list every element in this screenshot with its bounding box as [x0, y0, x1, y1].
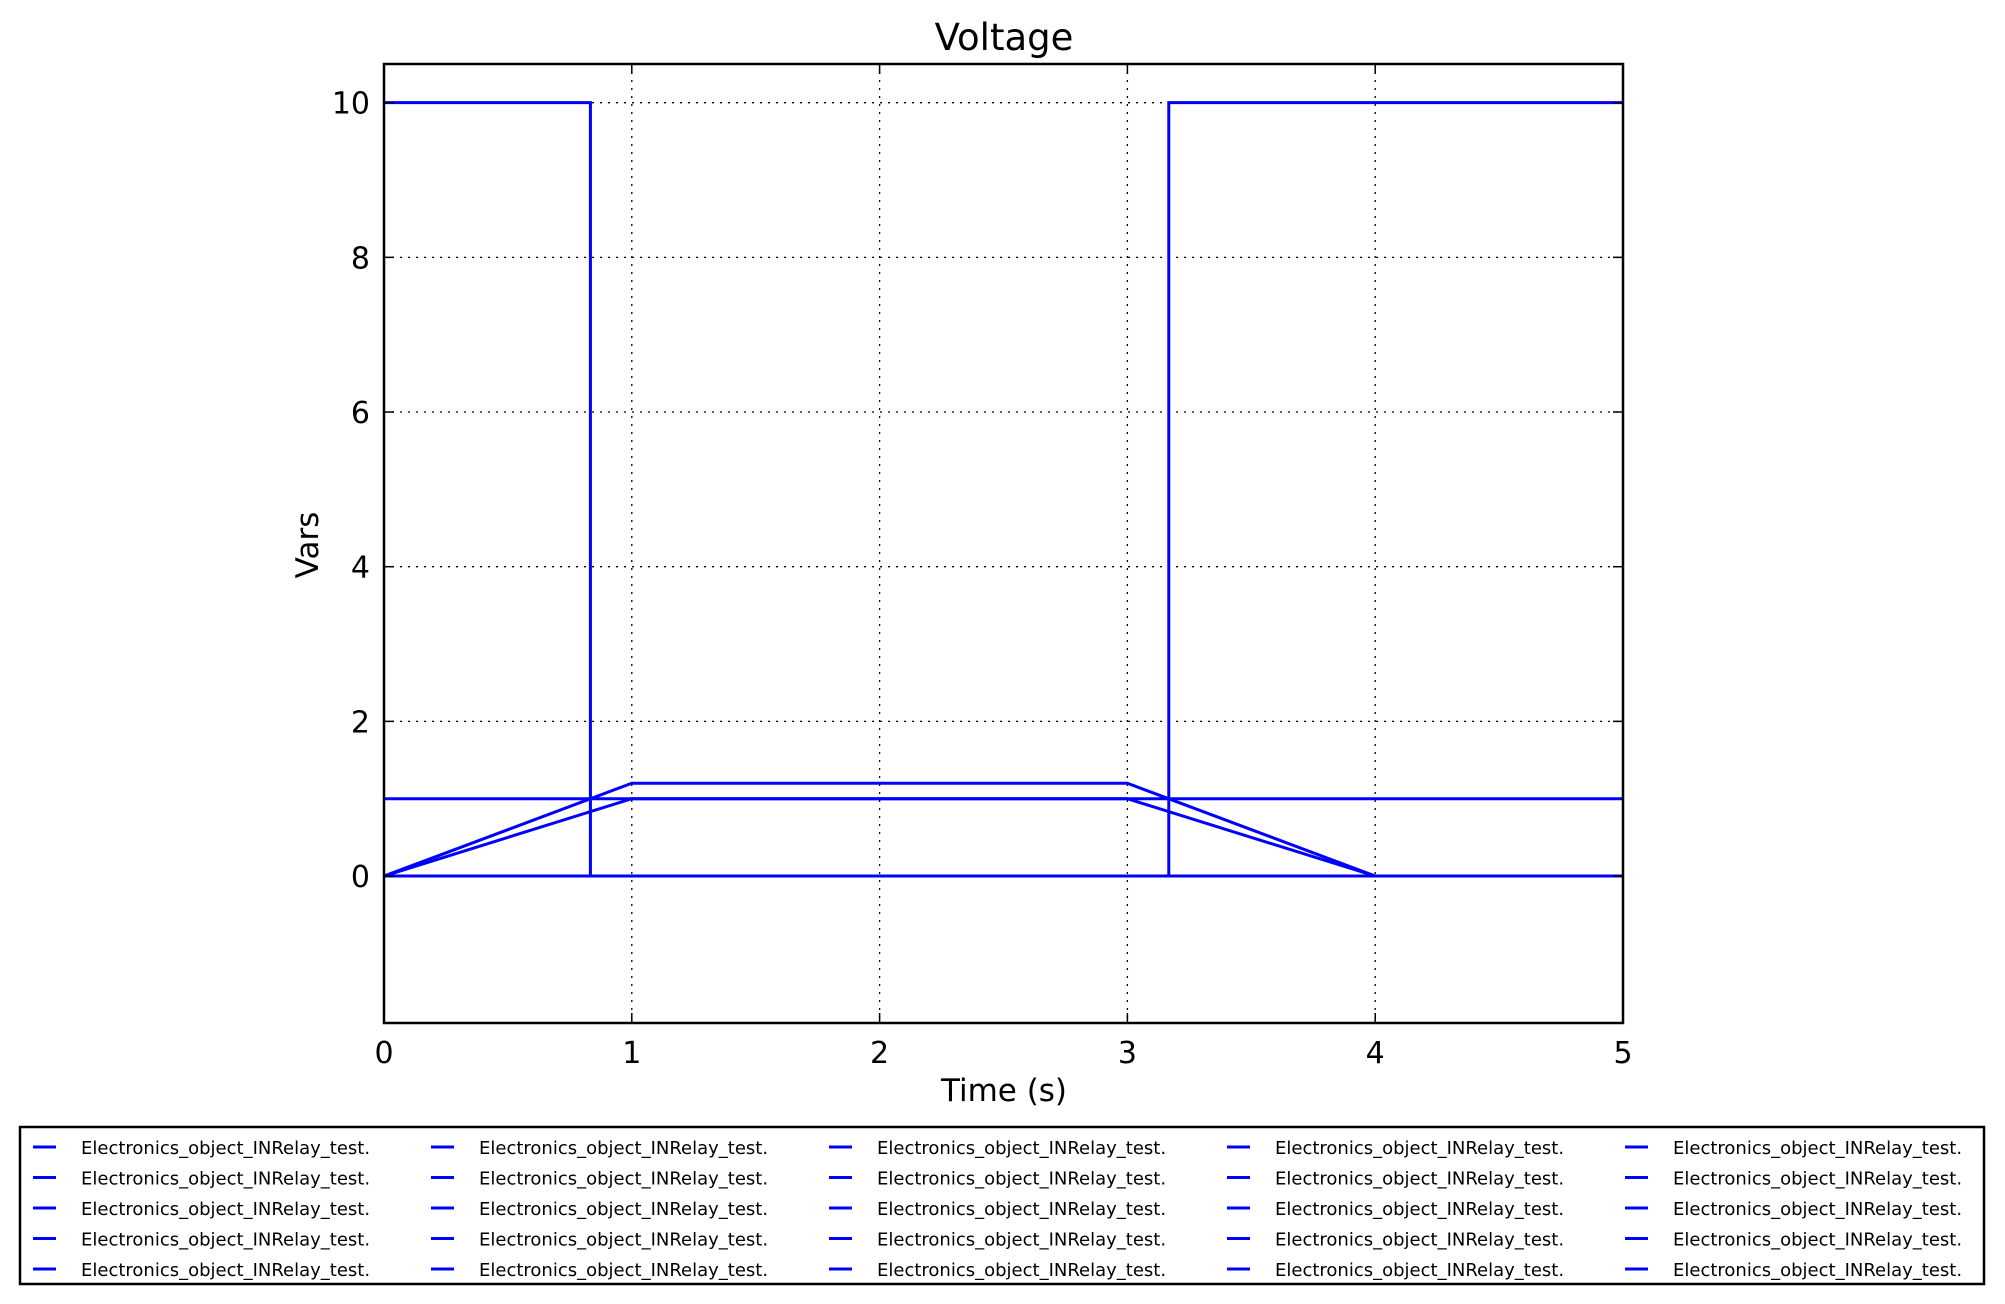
legend-entry: Electronics_object_INRelay_test. [1227, 1199, 1564, 1220]
legend-label: Electronics_object_INRelay_test. [1275, 1169, 1564, 1190]
y-tick-label: 8 [351, 241, 370, 276]
legend-label: Electronics_object_INRelay_test. [81, 1230, 370, 1251]
legend-entry: Electronics_object_INRelay_test. [1227, 1230, 1564, 1251]
legend-label: Electronics_object_INRelay_test. [1275, 1138, 1564, 1159]
x-tick-label: 5 [1613, 1036, 1632, 1071]
series-line-3 [383, 781, 1623, 878]
legend-label: Electronics_object_INRelay_test. [1673, 1230, 1962, 1251]
legend-label: Electronics_object_INRelay_test. [81, 1260, 370, 1281]
legend-label: Electronics_object_INRelay_test. [1275, 1230, 1564, 1251]
legend-entry: Electronics_object_INRelay_test. [1227, 1138, 1564, 1159]
legend-entry: Electronics_object_INRelay_test. [1227, 1260, 1564, 1281]
legend-label: Electronics_object_INRelay_test. [479, 1199, 768, 1220]
legend-entry: Electronics_object_INRelay_test. [1625, 1199, 1962, 1220]
legend-label: Electronics_object_INRelay_test. [1275, 1199, 1564, 1220]
legend-entry: Electronics_object_INRelay_test. [829, 1138, 1166, 1159]
chart-title: Voltage [935, 16, 1074, 59]
legend-label: Electronics_object_INRelay_test. [877, 1260, 1166, 1281]
legend-entry: Electronics_object_INRelay_test. [1227, 1169, 1564, 1190]
y-tick-label: 4 [351, 551, 370, 586]
legend-entry: Electronics_object_INRelay_test. [431, 1169, 768, 1190]
legend-entry: Electronics_object_INRelay_test. [829, 1230, 1166, 1251]
ticks: 0 1 2 3 4 5 0 2 4 6 8 10 [332, 64, 1633, 1071]
legend-entry: Electronics_object_INRelay_test. [33, 1138, 370, 1159]
legend-label: Electronics_object_INRelay_test. [877, 1199, 1166, 1220]
legend-label: Electronics_object_INRelay_test. [877, 1230, 1166, 1251]
y-tick-label: 0 [351, 860, 370, 895]
legend-entry: Electronics_object_INRelay_test. [431, 1230, 768, 1251]
x-tick-label: 2 [870, 1036, 889, 1071]
y-tick-label: 6 [351, 396, 370, 431]
legend-entry: Electronics_object_INRelay_test. [1625, 1138, 1962, 1159]
legend-entry: Electronics_object_INRelay_test. [829, 1199, 1166, 1220]
legend-entry: Electronics_object_INRelay_test. [33, 1169, 370, 1190]
legend-entry: Electronics_object_INRelay_test. [33, 1230, 370, 1251]
series-lines [383, 101, 1623, 878]
y-tick-label: 10 [332, 87, 370, 122]
legend-label: Electronics_object_INRelay_test. [1673, 1260, 1962, 1281]
legend-frame [18, 1125, 1986, 1286]
legend-entry: Electronics_object_INRelay_test. [1625, 1260, 1962, 1281]
legend-entry: Electronics_object_INRelay_test. [431, 1260, 768, 1281]
x-tick-label: 3 [1118, 1036, 1137, 1071]
legend-label: Electronics_object_INRelay_test. [479, 1260, 768, 1281]
x-axis-label: Time (s) [940, 1073, 1067, 1109]
legend-label: Electronics_object_INRelay_test. [479, 1138, 768, 1159]
series-line-4 [383, 797, 1623, 878]
legend-label: Electronics_object_INRelay_test. [479, 1230, 768, 1251]
legend-label: Electronics_object_INRelay_test. [1275, 1260, 1564, 1281]
grid [384, 64, 1623, 1023]
legend-label: Electronics_object_INRelay_test. [1673, 1169, 1962, 1190]
legend-entry: Electronics_object_INRelay_test. [1625, 1169, 1962, 1190]
legend-label: Electronics_object_INRelay_test. [1673, 1199, 1962, 1220]
legend-entry: Electronics_object_INRelay_test. [33, 1199, 370, 1220]
legend: Electronics_object_INRelay_test. Electron… [18, 1125, 1986, 1286]
y-tick-label: 2 [351, 705, 370, 740]
legend-label: Electronics_object_INRelay_test. [81, 1199, 370, 1220]
legend-entry: Electronics_object_INRelay_test. [431, 1199, 768, 1220]
legend-entry: Electronics_object_INRelay_test. [829, 1260, 1166, 1281]
legend-label: Electronics_object_INRelay_test. [81, 1138, 370, 1159]
x-tick-label: 1 [622, 1036, 641, 1071]
legend-entry: Electronics_object_INRelay_test. [1625, 1230, 1962, 1251]
x-tick-label: 0 [374, 1036, 393, 1071]
legend-label: Electronics_object_INRelay_test. [877, 1169, 1166, 1190]
legend-label: Electronics_object_INRelay_test. [81, 1169, 370, 1190]
legend-entry: Electronics_object_INRelay_test. [829, 1169, 1166, 1190]
plot-frame [382, 62, 1625, 1025]
legend-label: Electronics_object_INRelay_test. [479, 1169, 768, 1190]
legend-label: Electronics_object_INRelay_test. [1673, 1138, 1962, 1159]
legend-label: Electronics_object_INRelay_test. [877, 1138, 1166, 1159]
x-tick-label: 4 [1366, 1036, 1385, 1071]
series-line-1 [384, 101, 1623, 878]
legend-entry: Electronics_object_INRelay_test. [33, 1260, 370, 1281]
legend-entry: Electronics_object_INRelay_test. [431, 1138, 768, 1159]
y-axis-label: Vars [290, 512, 326, 579]
